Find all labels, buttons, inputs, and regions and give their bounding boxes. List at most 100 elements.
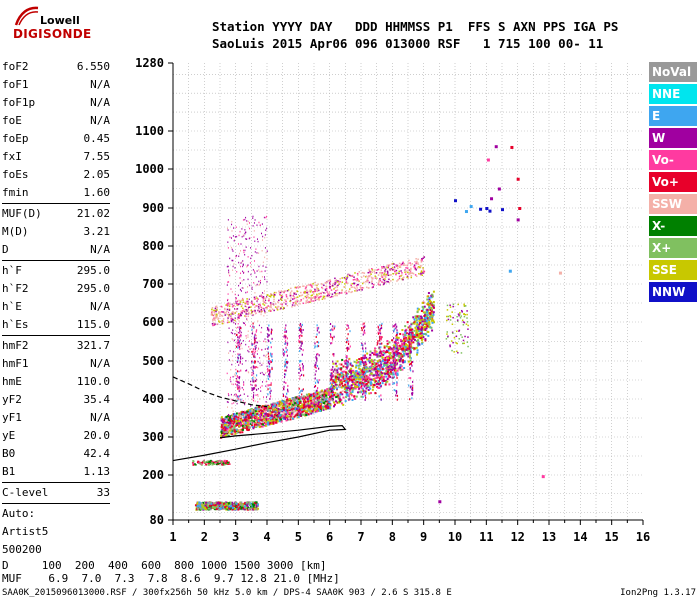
param-value: 0.45 [83,132,111,145]
echo-pixel [268,373,270,376]
echo-pixel [323,394,326,397]
echo-pixel [241,411,243,414]
echo-pixel [239,314,242,317]
echo-pixel [417,334,420,337]
echo-pixel [353,387,356,390]
echo-pixel [299,364,301,367]
echo-pixel [351,290,353,293]
echo-pixel [321,392,324,395]
echo-pixel [226,321,229,324]
echo-pixel [340,292,343,294]
echo-pixel [211,312,213,315]
echo-pixel [361,387,363,390]
echo-pixel [335,289,337,292]
echo-pixel [245,246,247,248]
echo-pixel [413,335,416,338]
echo-pixel [397,341,400,344]
echo-pixel [321,286,323,289]
echo-pixel [315,357,318,360]
echo-pixel [255,388,258,391]
echo-pixel [252,326,255,329]
echo-pixel [210,311,213,314]
echo-pixel [227,419,230,422]
echo-pixel [266,408,269,411]
echo-pixel [299,377,301,380]
echo-pixel [257,393,259,396]
echo-pixel [426,295,429,298]
echo-pixel [284,418,287,421]
echo-pixel [428,304,431,307]
echo-pixel [241,342,243,345]
echo-pixel [304,400,307,403]
echo-pixel [240,305,243,308]
echo-pixel [376,372,379,375]
echo-pixel [240,394,242,397]
echo-pixel [266,280,268,283]
echo-pixel [263,373,265,376]
echo-pixel [385,367,388,370]
echo-pixel [227,241,229,243]
echo-pixel [340,363,343,366]
echo-pixel [341,281,344,283]
echo-pixel [395,354,398,357]
echo-pixel [236,235,238,238]
echo-pixel [254,380,256,382]
echo-pixel [338,292,341,294]
echo-pixel [383,274,385,277]
echo-pixel [353,276,355,278]
param-value: 2.05 [83,168,111,181]
echo-pixel [275,421,278,424]
echo-pixel [339,280,341,283]
echo-pixel [245,369,247,372]
echo-pixel [266,250,268,252]
echo-pixel [257,388,259,390]
echo-pixel [284,342,286,345]
echo-pixel [285,330,288,333]
echo-pixel [254,377,256,379]
echo-pixel [383,267,385,270]
echo-pixel [345,279,347,282]
echo-pixel [244,417,246,419]
echo-pixel [309,407,312,410]
echo-pixel [355,359,358,362]
echo-pixel [375,374,378,377]
echo-pixel [371,271,374,273]
param-row: h`F2 295.0 [2,280,110,298]
echo-pixel [357,378,360,381]
echo-pixel [239,331,241,334]
echo-pixel [381,354,383,357]
echo-pixel [404,271,406,273]
echo-pixel [236,327,238,329]
echo-pixel [338,395,341,398]
echo-pixel [348,347,350,350]
echo-pixel [268,334,270,337]
echo-pixel [237,294,239,297]
echo-pixel [336,289,339,291]
echo-pixel [258,405,261,408]
legend-item: Vo- [649,150,697,170]
echo-pixel [394,324,396,327]
echo-pixel [410,361,413,364]
echo-pixel [354,381,357,384]
echo-pixel [272,405,275,408]
echo-pixel [344,400,347,403]
echo-pixel [346,337,348,340]
echo-pixel [240,262,242,264]
echo-pixel [279,406,282,409]
echo-pixel [420,310,423,313]
echo-pixel [267,347,269,350]
echo-pixel [415,275,418,278]
echo-pixel [365,392,367,395]
echo-pixel [409,262,411,264]
echo-pixel [374,277,377,279]
echo-pixel [309,284,311,286]
echo-pixel [412,389,414,392]
echo-pixel [345,281,348,283]
echo-pixel [278,290,280,292]
echo-pixel [267,423,270,426]
echo-pixel [269,422,272,425]
echo-pixel [284,410,287,413]
echo-pixel [324,297,326,300]
echo-pixel [234,333,236,335]
